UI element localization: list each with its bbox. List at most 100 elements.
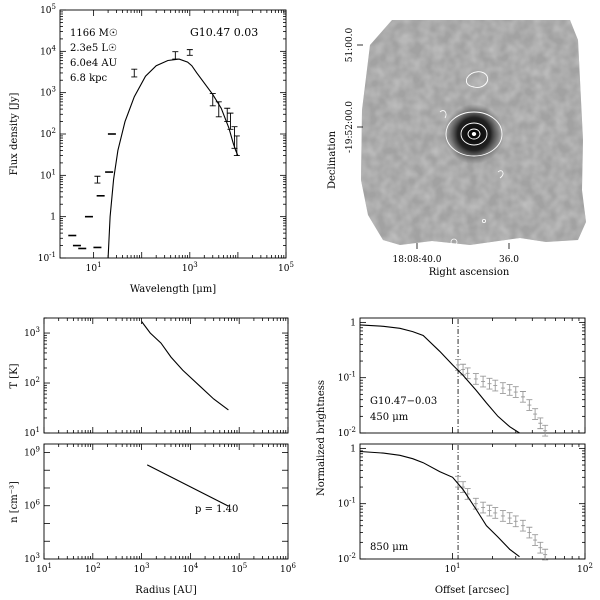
map-ticks (357, 44, 510, 249)
sed-mass: 1166 M☉ (70, 28, 118, 39)
profile-450-data-point (499, 382, 506, 394)
y-tick-label: 106 (24, 499, 40, 512)
profile-450-data-point (512, 386, 519, 398)
profile-ylabel: Normalized brightness (316, 380, 327, 496)
temperature-panel: 101 102 103 T [K] (9, 317, 289, 439)
sed-errorbar (215, 101, 222, 118)
sed-errorbar (131, 68, 138, 78)
sed-errorbar (227, 112, 234, 130)
y-tick-label: 101 (40, 168, 56, 181)
temperature-curve (141, 321, 229, 411)
map-panel: 51:00.0 -19:52:00.0 Declination 18:08:40… (327, 20, 586, 278)
density-curve (146, 464, 229, 507)
density-frame (43, 443, 289, 560)
profile-450-data-point (532, 408, 539, 420)
y-tick-label: 1 (50, 213, 56, 223)
profile-850-data-point (526, 526, 533, 539)
sed-errorbar (233, 135, 240, 157)
sed-radius: 6.0e4 AU (70, 58, 117, 69)
profile-450-data-point (492, 379, 499, 392)
profile-850-data-point (532, 534, 539, 546)
profile-850-data-point (464, 488, 471, 500)
y-tick-label: 1 (350, 318, 356, 328)
map-xtick-left: 18:08:40.0 (392, 255, 441, 265)
profile-450-data-point (506, 384, 513, 396)
profile-450-data-point (526, 399, 533, 411)
profile-850-frame (359, 443, 586, 560)
sed-errorbar (209, 93, 216, 107)
profile-450-data-point (542, 424, 549, 437)
profile-850-panel: 10-2 10-1 1 101 102 850 μm Offset [arcsec] N… (316, 380, 593, 596)
profile-450-frame (359, 317, 586, 434)
profile-450-wavelength: 450 μm (370, 412, 409, 423)
density-annotation: p = 1.40 (195, 504, 238, 515)
y-tick-label: 104 (40, 44, 56, 57)
x-tick-label: 105 (278, 261, 294, 274)
profile-850-data-point (499, 510, 506, 522)
profile-450-data-point (537, 417, 544, 430)
y-tick-label: 105 (40, 3, 56, 16)
y-tick-label: 1 (350, 444, 356, 454)
y-tick-label: 102 (40, 127, 56, 140)
x-tick-label: 106 (280, 562, 296, 575)
y-tick-label: 102 (24, 376, 40, 389)
x-tick-label: 104 (182, 562, 198, 575)
profile-450-label: G10.47−0.03 (370, 396, 437, 407)
profile-850-data-point (480, 501, 487, 514)
sed-ylabel: Flux density [Jy] (9, 93, 20, 176)
y-tick-label: 10-2 (338, 426, 356, 439)
map-xlabel: Right ascension (429, 267, 510, 278)
profile-850-data-point (486, 504, 493, 517)
profile-850-data-point (519, 519, 526, 532)
x-tick-label: 105 (231, 562, 247, 575)
map-ytick-top: 51:00.0 (345, 27, 355, 62)
x-tick-label: 103 (182, 261, 198, 274)
y-tick-label: 10-1 (338, 371, 356, 384)
map-xtick-right: 36.0 (499, 255, 519, 265)
profile-xlabel: Offset [arcsec] (435, 585, 509, 596)
temperature-frame (43, 317, 289, 434)
sed-panel: 10-1 1 101 102 103 104 105 101 103 105 G10.47 0.0… (9, 3, 294, 295)
sed-errorbar (186, 49, 193, 56)
profile-450-model-curve (359, 324, 520, 434)
y-tick-label: 10-1 (38, 251, 56, 264)
profile-450-data-point (486, 377, 493, 390)
y-tick-label: 101 (24, 426, 40, 439)
x-tick-label: 102 (577, 562, 593, 575)
profile-850-model-curve (359, 450, 520, 558)
x-tick-label: 101 (445, 562, 461, 575)
x-tick-label: 102 (85, 562, 101, 575)
temperature-ylabel: T [K] (9, 363, 20, 388)
profile-450-data-point (472, 373, 479, 385)
y-tick-label: 103 (24, 552, 40, 565)
profile-450-data-point (480, 375, 487, 388)
profile-850-data-point (455, 475, 462, 488)
sed-distance: 6.8 kpc (70, 73, 108, 84)
profile-850-data-point (506, 512, 513, 524)
profile-850-data-point (542, 548, 549, 561)
sed-xlabel: Wavelength [μm] (130, 284, 216, 295)
map-image (361, 20, 586, 245)
sed-errorbar (94, 175, 101, 184)
x-tick-label: 101 (36, 562, 52, 575)
profile-450-data-point (464, 367, 471, 380)
y-tick-label: 10-2 (338, 552, 356, 565)
sed-luminosity: 2.3e5 L☉ (70, 43, 117, 54)
profile-850-data-point (460, 481, 467, 493)
profile-850-data-point (472, 497, 479, 510)
density-panel: 103 106 109 101 102 103 104 105 106 p = 1.40 Rad… (9, 443, 296, 596)
profile-850-data-point (492, 507, 499, 519)
y-tick-label: 103 (40, 86, 56, 99)
density-ylabel: n [cm⁻³] (9, 481, 20, 523)
y-tick-label: 103 (24, 326, 40, 339)
y-tick-label: 109 (24, 445, 40, 458)
profile-450-data-point (519, 391, 526, 403)
profile-850-data-point (512, 515, 519, 528)
density-xlabel: Radius [AU] (135, 585, 197, 596)
map-ytick-bottom: -19:52:00.0 (345, 101, 355, 153)
map-contours (439, 71, 504, 246)
sed-errorbar (224, 107, 231, 123)
profile-850-wavelength: 850 μm (370, 542, 409, 553)
sed-errorbar (172, 51, 179, 60)
